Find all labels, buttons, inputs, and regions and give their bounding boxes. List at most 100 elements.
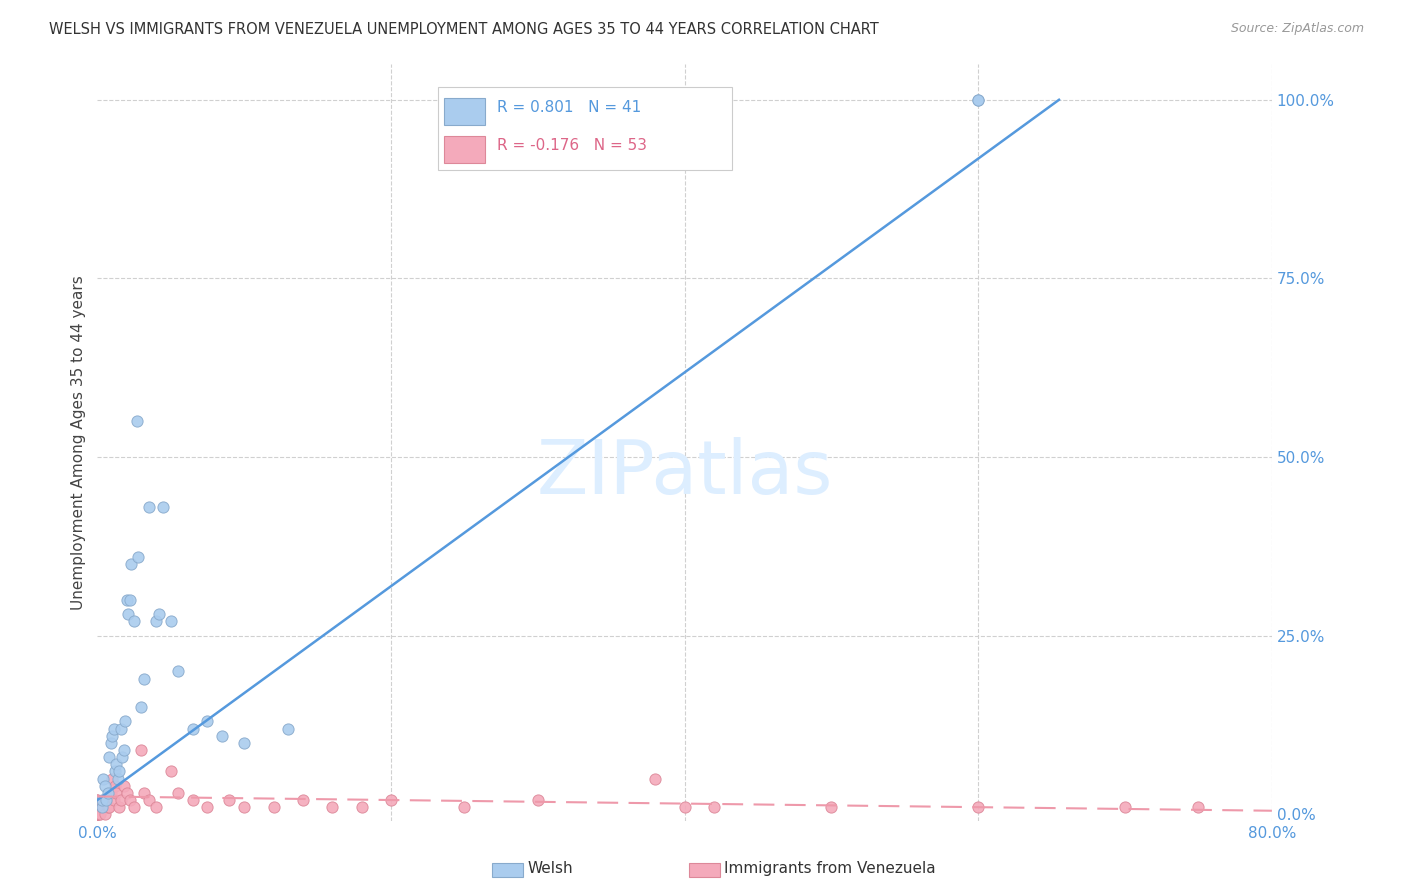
Point	[117, 607, 139, 622]
Text: R = 0.801   N = 41: R = 0.801 N = 41	[496, 100, 641, 115]
Point	[101, 772, 124, 786]
Point	[703, 800, 725, 814]
Point	[277, 722, 299, 736]
Text: Source: ZipAtlas.com: Source: ZipAtlas.com	[1230, 22, 1364, 36]
Point	[86, 807, 108, 822]
Point	[105, 786, 128, 800]
Point	[644, 93, 666, 107]
Point	[148, 607, 170, 622]
Point	[100, 786, 122, 800]
Y-axis label: Unemployment Among Ages 35 to 44 years: Unemployment Among Ages 35 to 44 years	[72, 276, 86, 610]
Point	[112, 779, 135, 793]
Point	[118, 593, 141, 607]
Point	[96, 793, 118, 807]
Text: Welsh: Welsh	[527, 862, 572, 876]
Point	[107, 772, 129, 786]
Point	[86, 807, 108, 822]
Point	[97, 786, 120, 800]
Point	[134, 672, 156, 686]
Point	[89, 807, 111, 822]
Point	[91, 800, 114, 814]
Point	[167, 665, 190, 679]
Point	[93, 807, 115, 822]
Point	[98, 750, 121, 764]
FancyBboxPatch shape	[444, 98, 485, 125]
Point	[108, 764, 131, 779]
Point	[90, 800, 112, 814]
Point	[93, 779, 115, 793]
Point	[138, 500, 160, 514]
Point	[167, 786, 190, 800]
Point	[122, 615, 145, 629]
Point	[90, 793, 112, 807]
Point	[91, 772, 114, 786]
Point	[120, 558, 142, 572]
Point	[159, 764, 181, 779]
Point	[211, 729, 233, 743]
Point	[100, 736, 122, 750]
Point	[104, 779, 127, 793]
Point	[967, 800, 990, 814]
Point	[86, 807, 108, 822]
Point	[86, 807, 108, 822]
Point	[90, 800, 112, 814]
Point	[97, 800, 120, 814]
Point	[967, 93, 990, 107]
Point	[125, 414, 148, 428]
Point	[101, 729, 124, 743]
Point	[145, 800, 167, 814]
Point	[350, 800, 373, 814]
Point	[86, 800, 108, 814]
Point	[86, 807, 108, 822]
Point	[131, 743, 153, 757]
Point	[96, 793, 118, 807]
Point	[159, 615, 181, 629]
Point	[967, 93, 990, 107]
FancyBboxPatch shape	[444, 136, 485, 162]
Point	[197, 800, 219, 814]
Point	[112, 743, 135, 757]
Point	[103, 793, 125, 807]
Point	[111, 750, 134, 764]
Point	[145, 615, 167, 629]
Point	[110, 722, 132, 736]
Point	[98, 800, 121, 814]
Point	[87, 807, 110, 822]
Point	[105, 757, 128, 772]
Point	[103, 722, 125, 736]
Point	[673, 800, 696, 814]
Point	[197, 714, 219, 729]
Point	[181, 793, 204, 807]
Point	[115, 786, 138, 800]
Point	[233, 800, 256, 814]
Point	[138, 793, 160, 807]
Point	[1187, 800, 1209, 814]
FancyBboxPatch shape	[439, 87, 731, 170]
Point	[86, 793, 108, 807]
Text: R = -0.176   N = 53: R = -0.176 N = 53	[496, 137, 647, 153]
Point	[131, 700, 153, 714]
Point	[181, 722, 204, 736]
Point	[527, 793, 550, 807]
Text: ZIPatlas: ZIPatlas	[537, 436, 832, 509]
Point	[152, 500, 174, 514]
Point	[453, 800, 475, 814]
Point	[122, 800, 145, 814]
Point	[104, 764, 127, 779]
Point	[263, 800, 285, 814]
Text: Immigrants from Venezuela: Immigrants from Venezuela	[724, 862, 936, 876]
Point	[218, 793, 240, 807]
Point	[86, 807, 108, 822]
Point	[380, 793, 402, 807]
Point	[321, 800, 343, 814]
Point	[134, 786, 156, 800]
Point	[118, 793, 141, 807]
Point	[115, 593, 138, 607]
Point	[1114, 800, 1136, 814]
Point	[108, 800, 131, 814]
Point	[820, 800, 842, 814]
Point	[110, 793, 132, 807]
Point	[233, 736, 256, 750]
Point	[86, 800, 108, 814]
Point	[644, 772, 666, 786]
